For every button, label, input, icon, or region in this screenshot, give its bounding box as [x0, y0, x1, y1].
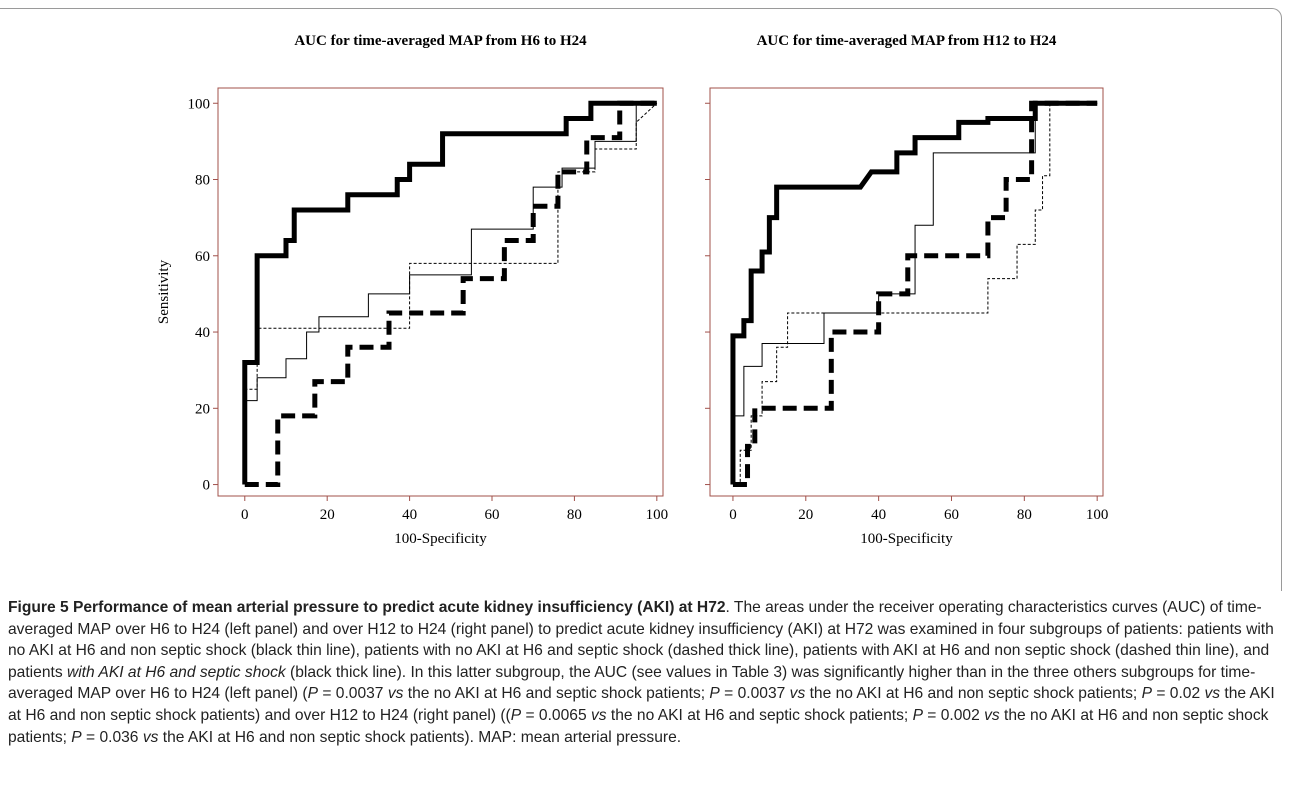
- caption-text: = 0.002: [922, 706, 985, 724]
- figure: AUC for time-averaged MAP from H6 to H24…: [156, 33, 1109, 547]
- caption-text: the no AKI at H6 and septic shock patien…: [606, 706, 913, 724]
- roc-curve: [242, 100, 657, 485]
- caption-text: . The areas under the receiver operating…: [8, 599, 1274, 681]
- caption-text: vs: [387, 685, 404, 703]
- caption-text: vs: [142, 728, 159, 746]
- caption-text: the AKI at H6 and non septic shock patie…: [158, 728, 682, 746]
- x-tick-label: 80: [567, 507, 582, 523]
- roc-curve: [244, 100, 657, 488]
- x-tick-label: 40: [402, 507, 417, 523]
- caption-text: P: [510, 706, 522, 724]
- caption-text: with AKI at H6 and septic shock: [66, 663, 286, 681]
- x-tick-label: 40: [871, 507, 886, 523]
- y-tick-label: 80: [195, 173, 210, 189]
- roc-curve: [732, 102, 1098, 485]
- caption-text: = 0.0037: [719, 685, 790, 703]
- x-tick-label: 60: [944, 507, 959, 523]
- caption-text: vs: [984, 706, 1000, 724]
- x-tick-label: 60: [485, 507, 500, 523]
- y-tick-label: 0: [203, 478, 211, 494]
- caption-text: = 0.036: [81, 728, 143, 746]
- roc-curve: [730, 100, 1098, 485]
- caption-text: vs: [789, 685, 806, 703]
- caption-title: Figure 5 Performance of mean arterial pr…: [8, 599, 726, 616]
- caption-text: P: [71, 728, 82, 746]
- x-axis-label: 100-Specificity: [860, 531, 953, 547]
- x-tick-label: 20: [798, 507, 813, 523]
- caption-text: vs: [590, 706, 607, 724]
- caption-text: P: [709, 685, 720, 703]
- caption-text: P: [1141, 685, 1152, 703]
- y-tick-label: 100: [188, 96, 211, 112]
- y-tick-label: 20: [195, 401, 210, 417]
- caption-text: (black thick line). In this latter subgr…: [8, 663, 1256, 703]
- caption-text: = 0.0037: [318, 685, 388, 703]
- plot-frame: [217, 87, 664, 497]
- caption-text: the no AKI at H6 and non septic shock pa…: [8, 706, 1269, 746]
- y-tick-label: 40: [195, 325, 210, 341]
- caption-text: P: [912, 706, 923, 724]
- chart-title: AUC for time-averaged MAP from H12 to H2…: [757, 33, 1057, 49]
- caption-text: the no AKI at H6 and septic shock patien…: [403, 685, 710, 703]
- caption-text: vs: [1204, 685, 1221, 703]
- chart-title: AUC for time-averaged MAP from H6 to H24: [294, 33, 587, 49]
- x-tick-label: 0: [241, 507, 249, 523]
- caption-text: the no AKI at H6 and non septic shock pa…: [805, 685, 1142, 703]
- caption-text: = 0.02: [1152, 685, 1205, 703]
- roc-curve: [244, 102, 658, 485]
- x-tick-label: 100: [646, 507, 669, 523]
- caption-text: the AKI at H6 and non septic shock patie…: [8, 685, 1275, 724]
- caption-text: = 0.0065: [521, 706, 591, 724]
- roc-curve: [732, 102, 1098, 486]
- x-tick-label: 0: [729, 507, 737, 523]
- caption: Figure 5 Performance of mean arterial pr…: [8, 597, 1284, 748]
- x-tick-label: 80: [1017, 507, 1032, 523]
- roc-curve: [244, 102, 657, 485]
- caption-text: P: [307, 685, 319, 703]
- y-axis-label: Sensitivity: [156, 259, 172, 324]
- y-tick-label: 60: [195, 249, 210, 265]
- x-axis-label: 100-Specificity: [394, 531, 487, 547]
- x-tick-label: 20: [320, 507, 335, 523]
- x-tick-label: 100: [1086, 507, 1109, 523]
- figure-frame: [0, 8, 1282, 591]
- plot-frame: [709, 87, 1104, 497]
